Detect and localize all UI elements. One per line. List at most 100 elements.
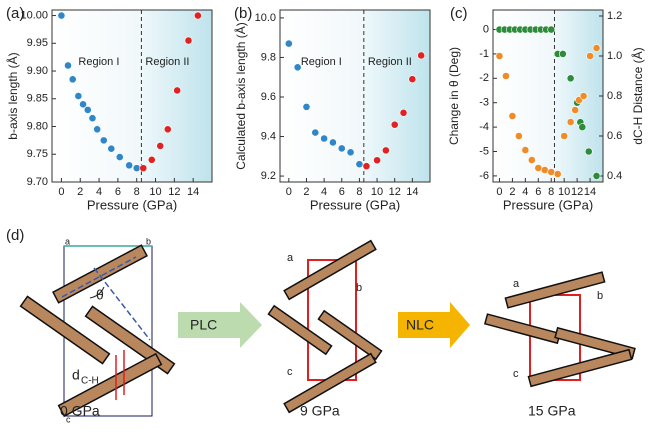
arrow bbox=[178, 302, 262, 348]
arrow-label: PLC bbox=[190, 317, 217, 333]
point bbox=[553, 170, 562, 178]
x-tick-label: 6 bbox=[339, 186, 345, 198]
rod bbox=[504, 271, 606, 309]
axis-line bbox=[61, 256, 137, 298]
rod bbox=[483, 313, 561, 345]
panel-label: (b) bbox=[234, 5, 252, 22]
y-tick-label: 9.85 bbox=[27, 93, 48, 105]
point bbox=[390, 120, 399, 129]
point bbox=[373, 156, 381, 165]
y2-tick-label: 0.8 bbox=[607, 90, 622, 102]
rod bbox=[19, 295, 111, 365]
y2-tick-label: 0.4 bbox=[607, 170, 622, 182]
point bbox=[88, 114, 97, 123]
point bbox=[579, 92, 588, 100]
x-axis-label: Pressure (GPa) bbox=[503, 197, 593, 212]
point bbox=[417, 51, 426, 60]
point bbox=[586, 52, 594, 60]
angle-label: θ bbox=[96, 287, 104, 303]
y-axis-label: b-axis length (Å) bbox=[5, 52, 20, 139]
y-tick-label: 9.6 bbox=[261, 91, 276, 103]
corner-label: c bbox=[513, 368, 519, 380]
plot-frame bbox=[279, 9, 431, 183]
point bbox=[502, 72, 510, 80]
corner-label: b bbox=[597, 290, 603, 302]
point bbox=[139, 164, 148, 173]
point bbox=[184, 36, 193, 45]
point bbox=[566, 74, 575, 83]
point bbox=[578, 123, 587, 132]
pressure-label: 0 GPa bbox=[60, 403, 100, 419]
y2-tick-label: 0.6 bbox=[607, 130, 622, 142]
corner-label: c bbox=[287, 366, 293, 378]
y-axis-label: Change in θ (Deg) bbox=[447, 47, 461, 145]
point bbox=[147, 155, 156, 164]
y-tick-label: 9.80 bbox=[27, 120, 48, 132]
x-tick-label: 14 bbox=[584, 186, 596, 198]
point bbox=[592, 44, 601, 52]
arrow-label: NLC bbox=[406, 317, 434, 333]
x-tick-label: 10 bbox=[371, 186, 383, 198]
rod bbox=[317, 309, 383, 361]
y-tick-label: -5 bbox=[479, 145, 489, 157]
rod bbox=[554, 326, 636, 360]
plot-frame bbox=[51, 9, 213, 183]
y-tick-label: 0 bbox=[483, 23, 489, 35]
point bbox=[173, 86, 182, 95]
y2-tick-label: 1.0 bbox=[607, 50, 622, 62]
x-tick-label: 6 bbox=[535, 186, 541, 198]
pressure-label: 9 GPa bbox=[300, 403, 340, 419]
y-tick-label: -1 bbox=[479, 48, 489, 60]
x-tick-label: 0 bbox=[286, 186, 292, 198]
point bbox=[74, 92, 83, 100]
corner-label: a bbox=[287, 252, 294, 264]
point bbox=[311, 128, 320, 137]
angle-arc bbox=[89, 286, 105, 299]
x-tick-label: 4 bbox=[96, 186, 102, 198]
point bbox=[83, 105, 92, 114]
point bbox=[79, 100, 87, 109]
corner-label: c bbox=[66, 414, 71, 424]
corner-label: b bbox=[146, 236, 151, 246]
y-tick-label: 10.0 bbox=[255, 12, 276, 24]
rod bbox=[57, 352, 163, 418]
point bbox=[558, 50, 567, 58]
point bbox=[99, 136, 108, 145]
point bbox=[107, 144, 116, 153]
x-tick-label: 12 bbox=[389, 186, 401, 198]
diagram: (d) a b c θ d C-H 0 GPa PLC a b c 9 GPa … bbox=[6, 227, 636, 424]
rod bbox=[267, 304, 333, 356]
y-tick-label: -4 bbox=[479, 121, 489, 133]
y2-axis-label: dC-H Distance (Å) bbox=[630, 47, 645, 144]
x-tick-label: 12 bbox=[571, 186, 583, 198]
region-shade bbox=[363, 10, 430, 182]
annotation: Region II bbox=[368, 56, 412, 68]
charts: (a)0 2 4 6 8 10 12 149.709.759.809.859.909.9510… bbox=[5, 5, 645, 212]
y-tick-label: 10.00 bbox=[20, 9, 48, 21]
region-shade bbox=[141, 10, 212, 182]
point bbox=[534, 164, 543, 172]
y-tick-label: -3 bbox=[479, 97, 489, 109]
point bbox=[362, 162, 371, 171]
x-tick-label: 2 bbox=[303, 186, 309, 198]
point bbox=[408, 75, 417, 84]
point bbox=[527, 156, 536, 164]
x-tick-label: 14 bbox=[406, 186, 418, 198]
y-tick-label: 9.70 bbox=[27, 176, 48, 188]
x-tick-label: 8 bbox=[356, 186, 362, 198]
annotation: Region II bbox=[145, 56, 189, 68]
y-tick-label: 9.4 bbox=[261, 130, 276, 142]
region-shade bbox=[280, 10, 364, 182]
x-tick-label: 10 bbox=[558, 186, 570, 198]
y-tick-label: -6 bbox=[479, 170, 489, 182]
x-tick-label: 0 bbox=[496, 186, 502, 198]
point bbox=[64, 61, 72, 70]
axis-line bbox=[93, 267, 151, 341]
point bbox=[540, 166, 549, 174]
point bbox=[115, 153, 124, 161]
point bbox=[355, 160, 364, 169]
point bbox=[399, 108, 408, 117]
region-shade bbox=[493, 10, 555, 182]
point bbox=[566, 118, 575, 126]
point bbox=[293, 63, 302, 72]
